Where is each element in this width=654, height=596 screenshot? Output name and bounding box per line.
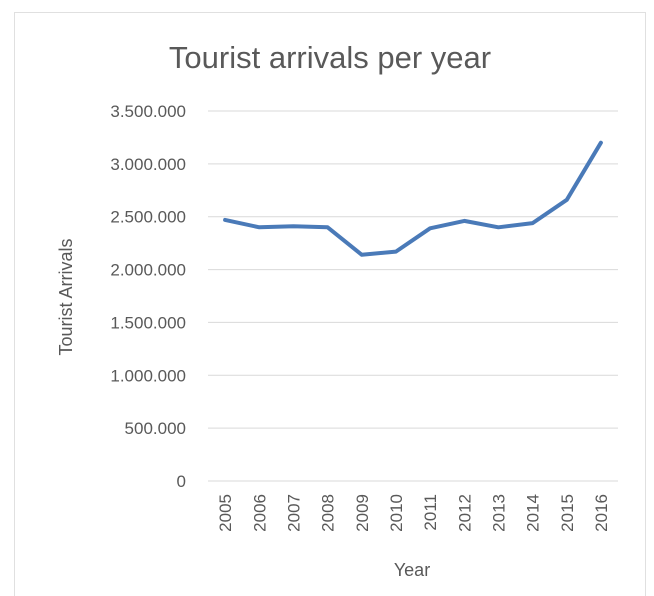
x-tick-label: 2015 — [558, 494, 577, 532]
y-tick-label: 3.000.000 — [110, 155, 186, 174]
y-tick-label: 2.500.000 — [110, 208, 186, 227]
x-axis-title: Year — [394, 560, 430, 580]
x-tick-label: 2009 — [353, 494, 372, 532]
y-tick-label: 3.500.000 — [110, 102, 186, 121]
chart-title: Tourist arrivals per year — [169, 40, 491, 75]
y-tick-label: 500.000 — [125, 419, 186, 438]
x-axis-ticks: 2005 2006 2007 2008 2009 2010 2011 2012 2013 2014… — [216, 494, 611, 532]
y-tick-label: 2.000.000 — [110, 261, 186, 280]
x-tick-label: 2014 — [524, 494, 543, 532]
x-tick-label: 2016 — [592, 494, 611, 532]
y-axis-ticks: 0 500.000 1.000.000 1.500.000 2.000.000 2.500… — [110, 102, 186, 491]
x-tick-label: 2012 — [455, 494, 474, 532]
x-tick-label: 2013 — [489, 494, 508, 532]
x-tick-label: 2005 — [216, 494, 235, 532]
x-tick-label: 2010 — [387, 494, 406, 532]
y-tick-label: 0 — [177, 472, 186, 491]
x-tick-label: 2008 — [319, 494, 338, 532]
y-tick-label: 1.000.000 — [110, 366, 186, 385]
y-tick-label: 1.500.000 — [110, 313, 186, 332]
x-tick-label: 2007 — [284, 494, 303, 532]
y-axis-title: Tourist Arrivals — [56, 238, 76, 355]
x-tick-label: 2006 — [250, 494, 269, 532]
series-line-tourist-arrivals — [223, 140, 603, 257]
gridlines — [208, 110, 618, 482]
x-tick-label: 2011 — [421, 494, 440, 531]
chart-frame — [14, 12, 646, 596]
